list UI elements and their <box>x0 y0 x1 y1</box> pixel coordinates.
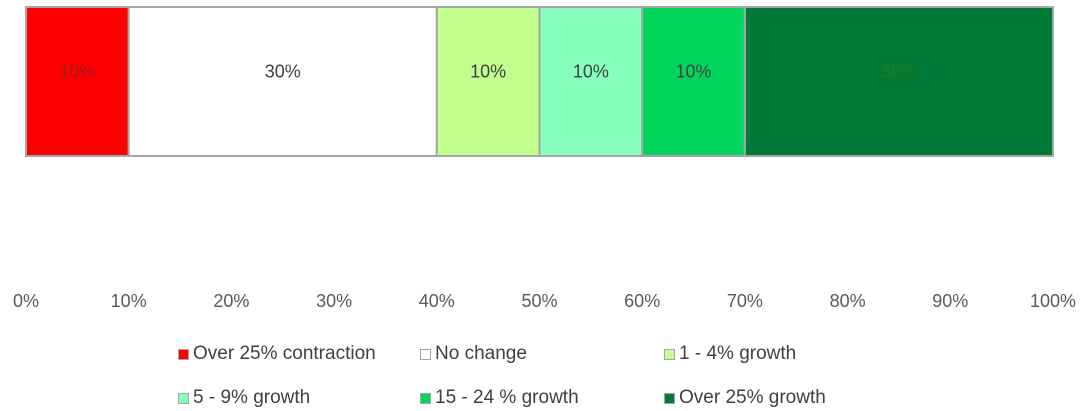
bar-segments <box>25 6 1055 157</box>
segment-labels: 10% 30% 10% 10% 10% 30% <box>59 61 917 81</box>
bar-segment-4 <box>538 6 644 157</box>
x-tick-label: 60% <box>624 291 660 311</box>
x-tick-label: 10% <box>111 291 147 311</box>
x-tick-label: 50% <box>521 291 557 311</box>
segment-value-label: 10% <box>59 61 95 81</box>
x-tick-label: 80% <box>830 291 866 311</box>
x-tick-label: 40% <box>419 291 455 311</box>
bar-segment-6 <box>743 6 1055 157</box>
x-tick-label: 100% <box>1030 291 1076 311</box>
bar-segment-5 <box>641 6 746 157</box>
bar-segment-1 <box>25 6 130 157</box>
x-tick-label: 90% <box>932 291 968 311</box>
bar-segment-3 <box>435 6 541 157</box>
x-tick-label: 30% <box>316 291 352 311</box>
segment-value-label: 10% <box>470 61 506 81</box>
x-tick-label: 70% <box>727 291 763 311</box>
bar-segment-2 <box>127 6 438 157</box>
segment-value-label: 10% <box>676 61 712 81</box>
segment-value-label: 30% <box>265 61 301 81</box>
segment-value-label: 10% <box>573 61 609 81</box>
x-tick-label: 0% <box>13 291 39 311</box>
x-axis-ticks: 0% 10% 20% 30% 40% 50% 60% 70% 80% 90% 100% <box>13 291 1076 311</box>
x-tick-label: 20% <box>213 291 249 311</box>
segment-value-label: 30% <box>881 61 917 81</box>
